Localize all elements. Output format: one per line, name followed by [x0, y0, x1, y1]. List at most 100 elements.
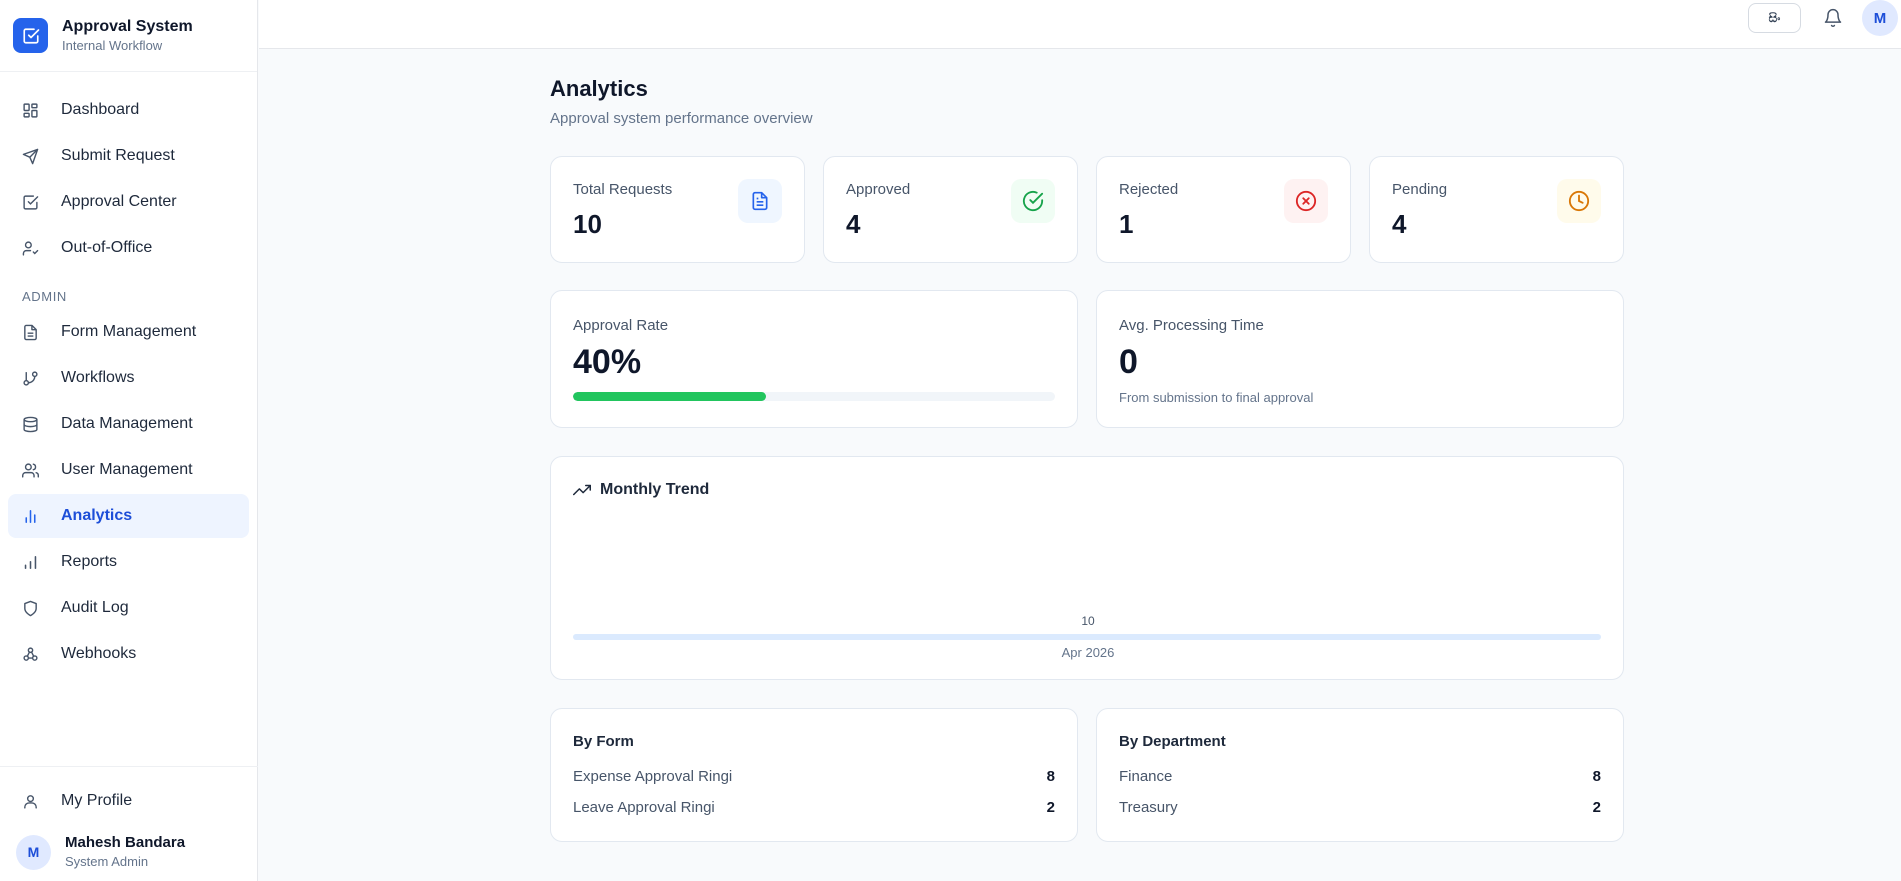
- topbar: සිං M: [259, 0, 1901, 49]
- sidebar-item-label: Analytics: [61, 507, 133, 524]
- department-name: Finance: [1119, 768, 1173, 785]
- language-toggle-button[interactable]: සිං: [1748, 3, 1801, 33]
- sidebar-item-label: User Management: [61, 461, 193, 478]
- sidebar-item-approval-center[interactable]: Approval Center: [8, 180, 249, 224]
- sidebar-item-label: Dashboard: [61, 101, 140, 118]
- sidebar-item-label: Webhooks: [61, 645, 137, 662]
- list-item: Finance 8: [1119, 768, 1601, 785]
- stat-value: 4: [846, 209, 861, 239]
- sidebar-item-webhooks[interactable]: Webhooks: [8, 632, 249, 676]
- user-name: Mahesh Bandara: [65, 834, 186, 851]
- stat-value: 1: [1119, 209, 1134, 239]
- sidebar: Approval System Internal Workflow Dashbo…: [0, 0, 258, 881]
- clock-icon: [1557, 179, 1601, 223]
- form-name: Leave Approval Ringi: [573, 799, 715, 816]
- app-title: Approval System: [62, 17, 193, 35]
- sidebar-item-form-management[interactable]: Form Management: [8, 310, 249, 354]
- sidebar-item-label: Form Management: [61, 323, 197, 340]
- sidebar-footer: My Profile M Mahesh Bandara System Admin: [0, 766, 258, 881]
- sidebar-item-label: Workflows: [61, 369, 135, 386]
- sidebar-item-label: Audit Log: [61, 599, 129, 616]
- sidebar-item-workflows[interactable]: Workflows: [8, 356, 249, 400]
- sidebar-item-label: Out-of-Office: [61, 239, 153, 256]
- by-department-card: By Department Finance 8 Treasury 2: [1096, 708, 1624, 842]
- approval-rate-card: Approval Rate 40%: [550, 290, 1078, 428]
- sidebar-item-audit-log[interactable]: Audit Log: [8, 586, 249, 630]
- app-logo-icon: [13, 18, 48, 53]
- stat-card-approved: Approved 4: [823, 156, 1078, 263]
- file-text-icon: [738, 179, 782, 223]
- stat-label: Rejected: [1119, 181, 1179, 198]
- admin-section-label: ADMIN: [22, 289, 67, 304]
- department-name: Treasury: [1119, 799, 1178, 816]
- users-icon: [21, 461, 39, 479]
- sidebar-item-label: Reports: [61, 553, 118, 570]
- shield-icon: [21, 599, 39, 617]
- avatar: M: [16, 834, 51, 870]
- git-branch-icon: [21, 369, 39, 387]
- by-department-title: By Department: [1119, 733, 1226, 750]
- processing-time-note: From submission to final approval: [1119, 390, 1314, 405]
- form-count: 2: [1046, 799, 1055, 816]
- sidebar-item-out-of-office[interactable]: Out-of-Office: [8, 226, 249, 270]
- user-icon: [21, 792, 39, 810]
- signal-bars-icon: [21, 553, 39, 571]
- stat-value: 10: [573, 209, 602, 239]
- database-icon: [21, 415, 39, 433]
- sidebar-item-label: Approval Center: [61, 193, 177, 210]
- current-user[interactable]: M Mahesh Bandara System Admin: [0, 825, 258, 881]
- list-item: Leave Approval Ringi 2: [573, 799, 1055, 816]
- processing-time-label: Avg. Processing Time: [1119, 317, 1264, 334]
- dashboard-grid-icon: [21, 101, 39, 119]
- webhook-icon: [21, 645, 39, 663]
- stat-card-pending: Pending 4: [1369, 156, 1624, 263]
- trend-bar-value: 10: [1081, 614, 1095, 628]
- stat-card-total-requests: Total Requests 10: [550, 156, 805, 263]
- trend-bar: [573, 634, 1601, 640]
- stat-label: Pending: [1392, 181, 1448, 198]
- approval-rate-value: 40%: [573, 343, 642, 381]
- trending-up-icon: [573, 481, 591, 499]
- bell-icon: [1823, 8, 1843, 28]
- processing-time-card: Avg. Processing Time 0 From submission t…: [1096, 290, 1624, 428]
- stat-label: Approved: [846, 181, 911, 198]
- x-circle-icon: [1284, 179, 1328, 223]
- list-item: Expense Approval Ringi 8: [573, 768, 1055, 785]
- monthly-trend-title: Monthly Trend: [600, 481, 710, 498]
- send-icon: [21, 147, 39, 165]
- sidebar-item-user-management[interactable]: User Management: [8, 448, 249, 492]
- processing-time-value: 0: [1119, 343, 1138, 381]
- notifications-button[interactable]: [1818, 3, 1848, 33]
- sidebar-nav: Dashboard Submit Request Approval Center…: [0, 72, 257, 676]
- user-avatar-button[interactable]: M: [1862, 0, 1898, 36]
- brand[interactable]: Approval System Internal Workflow: [0, 0, 257, 72]
- form-name: Expense Approval Ringi: [573, 768, 733, 785]
- page-title: Analytics: [550, 76, 648, 101]
- sidebar-item-reports[interactable]: Reports: [8, 540, 249, 584]
- department-count: 8: [1592, 768, 1601, 785]
- sidebar-item-data-management[interactable]: Data Management: [8, 402, 249, 446]
- document-icon: [21, 323, 39, 341]
- list-item: Treasury 2: [1119, 799, 1601, 816]
- monthly-trend-card: Monthly Trend 10 Apr 2026: [550, 456, 1624, 680]
- stat-card-rejected: Rejected 1: [1096, 156, 1351, 263]
- check-square-icon: [21, 193, 39, 211]
- sidebar-item-label: Submit Request: [61, 147, 175, 164]
- app-subtitle: Internal Workflow: [62, 37, 163, 53]
- sidebar-item-my-profile[interactable]: My Profile: [8, 779, 250, 823]
- sidebar-item-label: Data Management: [61, 415, 193, 432]
- sidebar-item-dashboard[interactable]: Dashboard: [8, 88, 249, 132]
- approval-rate-progress: [573, 392, 1055, 401]
- user-role: System Admin: [65, 854, 149, 869]
- stat-label: Total Requests: [573, 181, 673, 198]
- sidebar-item-analytics[interactable]: Analytics: [8, 494, 249, 538]
- approval-rate-progress-fill: [573, 392, 766, 401]
- bar-chart-icon: [21, 507, 39, 525]
- stat-value: 4: [1392, 209, 1407, 239]
- form-count: 8: [1046, 768, 1055, 785]
- sidebar-item-submit-request[interactable]: Submit Request: [8, 134, 249, 178]
- user-away-icon: [21, 239, 39, 257]
- department-count: 2: [1592, 799, 1601, 816]
- trend-bar-month: Apr 2026: [1061, 645, 1115, 660]
- sidebar-item-label: My Profile: [61, 792, 133, 809]
